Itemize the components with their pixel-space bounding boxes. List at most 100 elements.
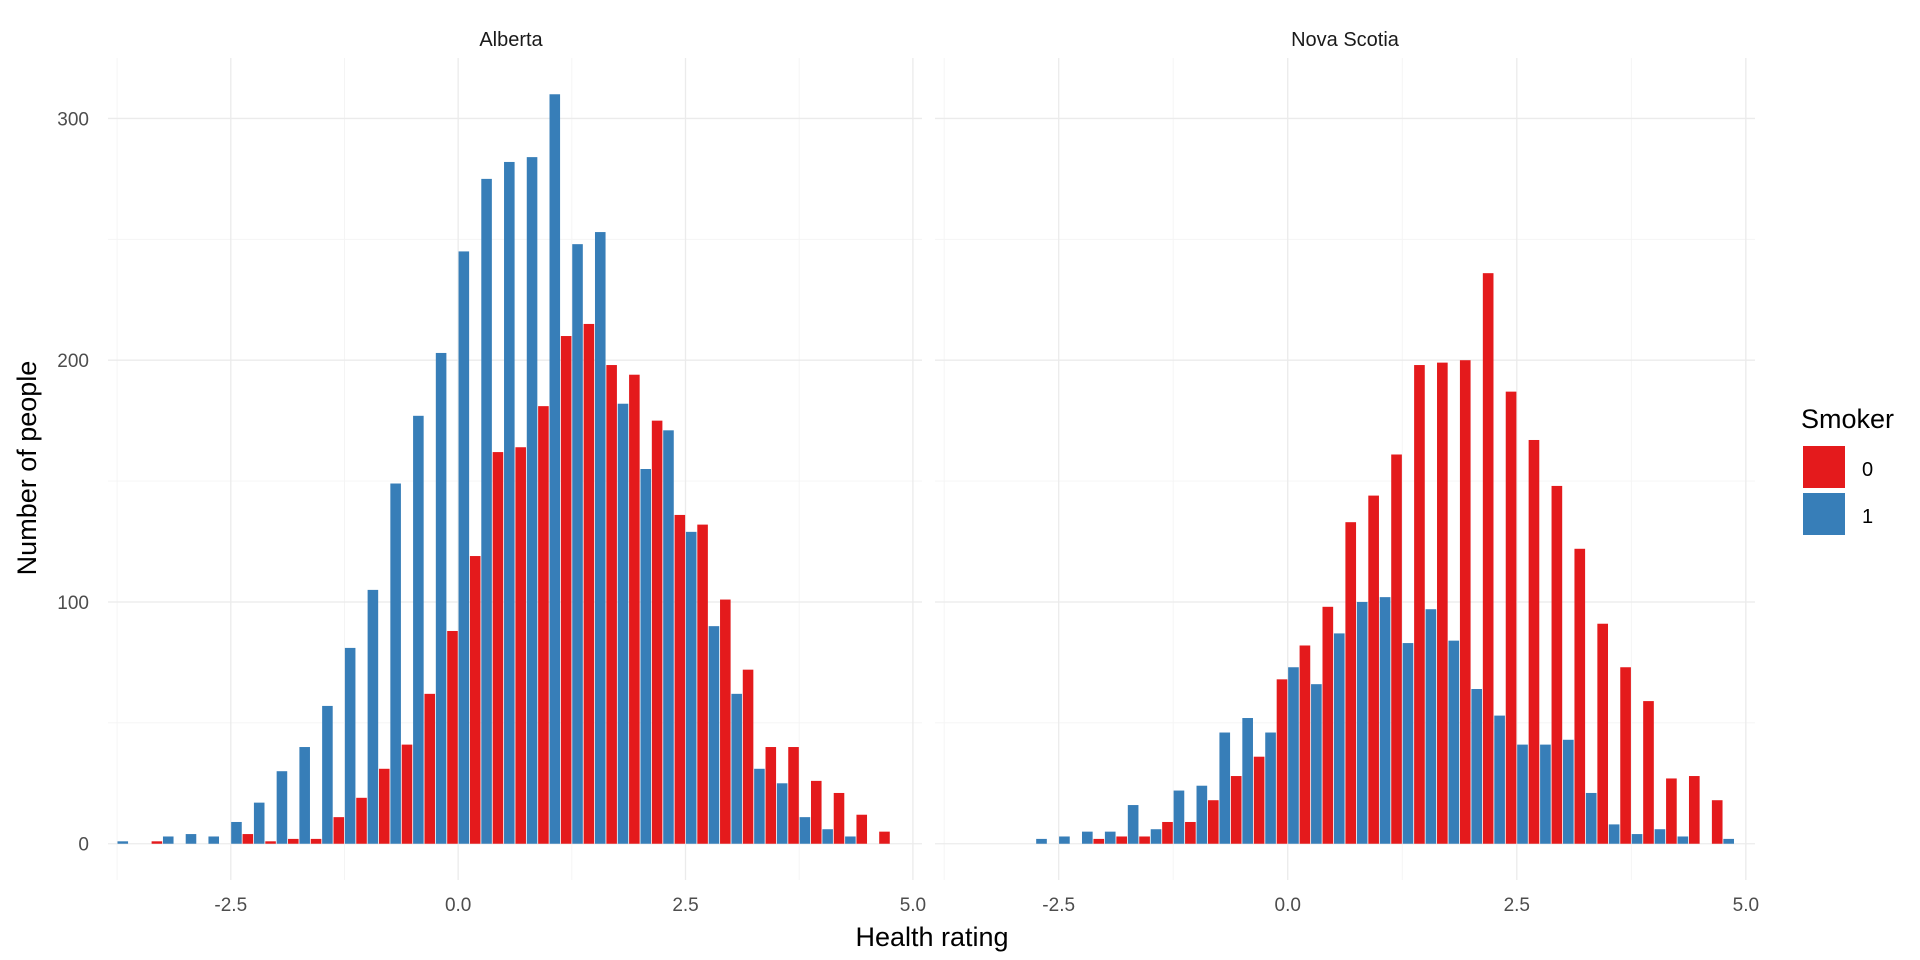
- bar-alberta-smoker-1: [367, 589, 379, 844]
- bar-alberta-smoker-1: [572, 244, 583, 844]
- bar-nova-scotia-smoker-0: [1643, 701, 1654, 844]
- bar-alberta-smoker-0: [765, 747, 777, 844]
- bar-alberta-smoker-0: [788, 747, 799, 844]
- bar-alberta-smoker-0: [674, 514, 686, 844]
- x-tick-label: -2.5: [214, 895, 247, 916]
- bar-nova-scotia-smoker-1: [1150, 829, 1162, 844]
- legend-key-0: [1803, 446, 1845, 488]
- x-tick-label: -2.5: [1042, 895, 1075, 916]
- x-tick-label: 0.0: [445, 895, 471, 916]
- bar-alberta-smoker-0: [492, 452, 504, 844]
- bar-alberta-smoker-0: [151, 841, 163, 844]
- bar-nova-scotia-smoker-1: [1288, 667, 1299, 844]
- bar-alberta-smoker-1: [344, 647, 356, 844]
- x-axis-title: Health rating: [855, 922, 1008, 952]
- y-tick-label: 200: [57, 351, 89, 372]
- bar-alberta-smoker-0: [378, 768, 390, 844]
- bar-alberta-smoker-1: [776, 783, 788, 844]
- bar-alberta-smoker-1: [322, 705, 333, 844]
- bar-alberta-smoker-0: [810, 780, 822, 844]
- legend-item-1: 1: [1803, 493, 1873, 535]
- bar-nova-scotia-smoker-1: [1127, 805, 1139, 844]
- bar-alberta-smoker-0: [288, 838, 299, 844]
- bar-alberta-smoker-0: [606, 365, 617, 844]
- bar-alberta-smoker-0: [515, 447, 526, 844]
- bar-nova-scotia-smoker-0: [1368, 495, 1379, 844]
- panels-layer: Alberta -2.5 0.0 2.5 5.0 0 100 200 300 Nova Scoti…: [57, 29, 1759, 916]
- bar-nova-scotia-smoker-1: [1242, 718, 1253, 844]
- y-tick-label: 0: [78, 835, 89, 856]
- bar-nova-scotia-smoker-0: [1299, 645, 1311, 844]
- bar-nova-scotia-smoker-0: [1276, 679, 1288, 844]
- bar-alberta-smoker-1: [549, 94, 561, 844]
- bar-nova-scotia-smoker-1: [1219, 732, 1231, 844]
- legend-title: Smoker: [1801, 404, 1894, 434]
- bar-alberta-smoker-1: [663, 430, 674, 844]
- bar-alberta-smoker-1: [299, 747, 310, 844]
- bar-alberta-smoker-1: [276, 771, 288, 844]
- bar-nova-scotia-smoker-0: [1528, 439, 1540, 844]
- bar-nova-scotia-smoker-0: [1093, 838, 1105, 844]
- bar-nova-scotia-smoker-0: [1688, 776, 1700, 844]
- bar-alberta-smoker-1: [822, 829, 833, 844]
- bar-alberta-smoker-0: [265, 841, 276, 844]
- facet-title: Alberta: [479, 29, 543, 51]
- bar-nova-scotia-smoker-0: [1551, 485, 1563, 844]
- bar-alberta-smoker-0: [538, 406, 549, 844]
- bar-alberta-smoker-0: [333, 817, 345, 844]
- bar-alberta-smoker-1: [435, 352, 447, 844]
- bar-nova-scotia-smoker-1: [1517, 744, 1528, 844]
- bar-alberta-smoker-0: [879, 831, 890, 844]
- bar-nova-scotia-smoker-1: [1333, 633, 1345, 844]
- bar-alberta-smoker-1: [617, 403, 629, 844]
- bar-alberta-smoker-1: [185, 834, 197, 844]
- bar-alberta-smoker-1: [162, 836, 174, 844]
- bar-nova-scotia-smoker-1: [1562, 739, 1574, 844]
- bar-nova-scotia-smoker-1: [1425, 609, 1437, 844]
- bar-nova-scotia-smoker-0: [1139, 836, 1150, 844]
- bar-nova-scotia-smoker-1: [1081, 831, 1093, 844]
- facet-panel-1: Alberta -2.5 0.0 2.5 5.0 0 100 200 300: [57, 29, 926, 916]
- bar-nova-scotia-smoker-1: [1654, 829, 1666, 844]
- bar-alberta-smoker-1: [594, 232, 606, 844]
- x-tick-label: 2.5: [672, 895, 698, 916]
- bar-nova-scotia-smoker-0: [1207, 800, 1219, 844]
- bar-nova-scotia-smoker-1: [1059, 836, 1070, 844]
- bar-alberta-smoker-0: [629, 374, 640, 844]
- bar-nova-scotia-smoker-0: [1345, 522, 1357, 844]
- bar-nova-scotia-smoker-0: [1666, 778, 1677, 844]
- bar-alberta-smoker-1: [231, 821, 242, 844]
- bar-alberta-smoker-1: [754, 768, 765, 844]
- bar-nova-scotia-smoker-1: [1631, 834, 1643, 844]
- bar-alberta-smoker-0: [833, 792, 845, 844]
- bar-alberta-smoker-0: [424, 693, 436, 844]
- bar-alberta-smoker-1: [390, 483, 401, 844]
- bar-nova-scotia-smoker-0: [1505, 391, 1517, 844]
- bar-alberta-smoker-0: [697, 524, 708, 844]
- bar-alberta-smoker-1: [504, 161, 515, 844]
- bar-nova-scotia-smoker-1: [1356, 601, 1368, 844]
- legend-key-1: [1803, 493, 1845, 535]
- bar-alberta-smoker-1: [117, 841, 129, 844]
- x-tick-label: 5.0: [1733, 895, 1759, 916]
- y-axis-title: Number of people: [12, 361, 42, 576]
- bar-alberta-smoker-1: [253, 802, 265, 844]
- bar-nova-scotia-smoker-0: [1116, 836, 1128, 844]
- bar-nova-scotia-smoker-0: [1322, 606, 1334, 844]
- bar-nova-scotia-smoker-0: [1391, 454, 1402, 844]
- bar-alberta-smoker-0: [401, 744, 413, 844]
- bar-alberta-smoker-1: [458, 251, 470, 844]
- bar-nova-scotia-smoker-1: [1265, 732, 1276, 844]
- y-tick-label: 100: [57, 593, 89, 614]
- legend-label-1: 1: [1862, 506, 1873, 528]
- bar-nova-scotia-smoker-0: [1437, 362, 1448, 844]
- bar-nova-scotia-smoker-1: [1471, 689, 1483, 844]
- bar-nova-scotia-smoker-0: [1230, 776, 1242, 844]
- bar-nova-scotia-smoker-0: [1620, 667, 1631, 844]
- bar-nova-scotia-smoker-0: [1185, 821, 1196, 844]
- bar-alberta-smoker-1: [481, 178, 492, 844]
- bar-nova-scotia-smoker-0: [1253, 756, 1265, 844]
- bar-alberta-smoker-0: [651, 420, 663, 844]
- bar-alberta-smoker-1: [845, 836, 856, 844]
- bar-nova-scotia-smoker-0: [1597, 623, 1609, 844]
